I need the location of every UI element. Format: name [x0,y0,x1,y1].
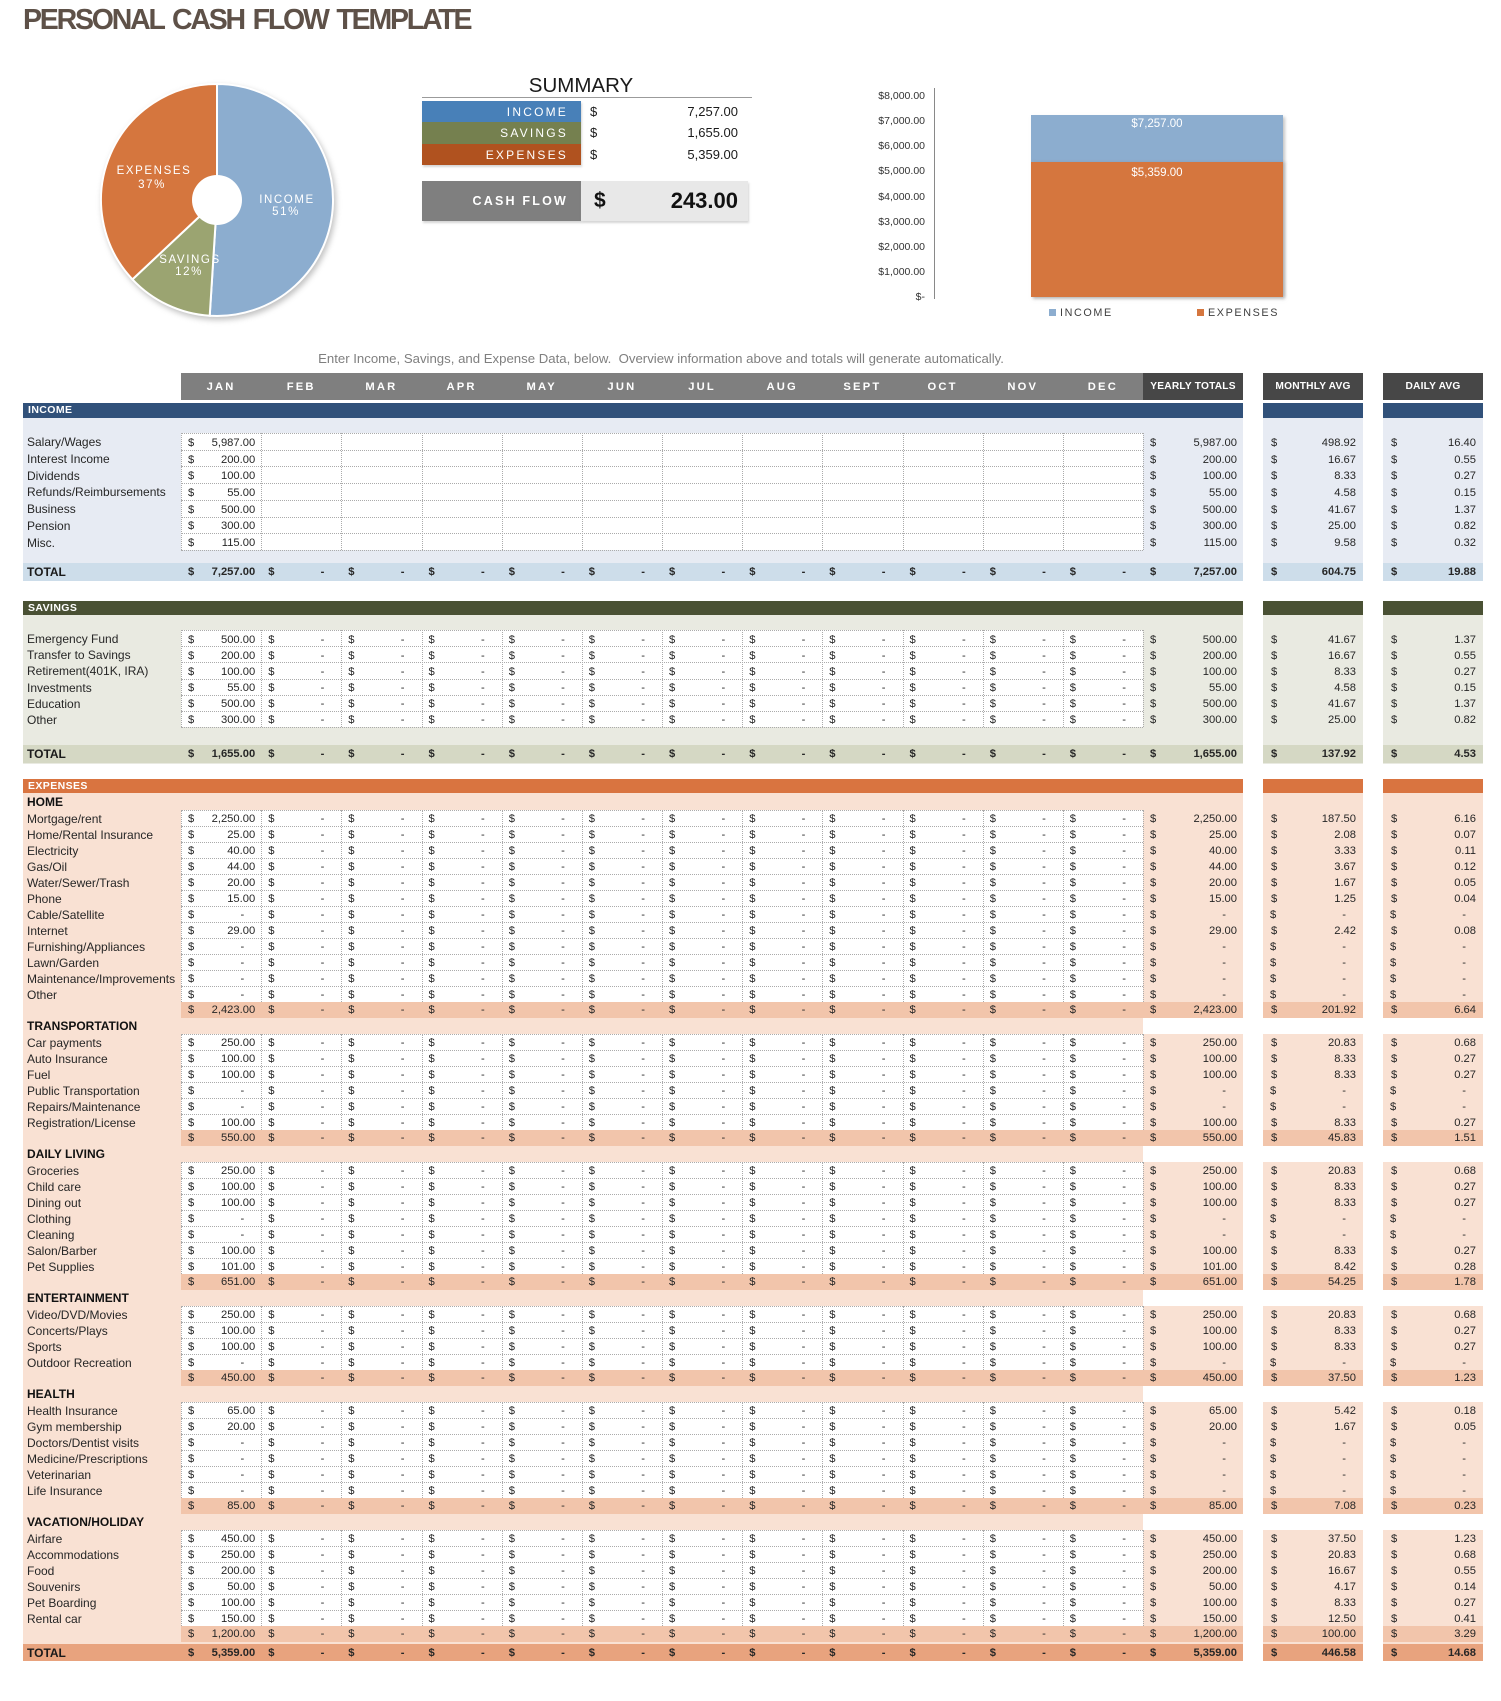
svg-text:37%: 37% [138,179,166,191]
svg-text:51%: 51% [272,206,300,218]
svg-text:SAVINGS: SAVINGS [159,254,220,266]
svg-text:12%: 12% [175,266,203,278]
svg-text:INCOME: INCOME [259,194,315,206]
svg-text:EXPENSES: EXPENSES [117,165,192,177]
